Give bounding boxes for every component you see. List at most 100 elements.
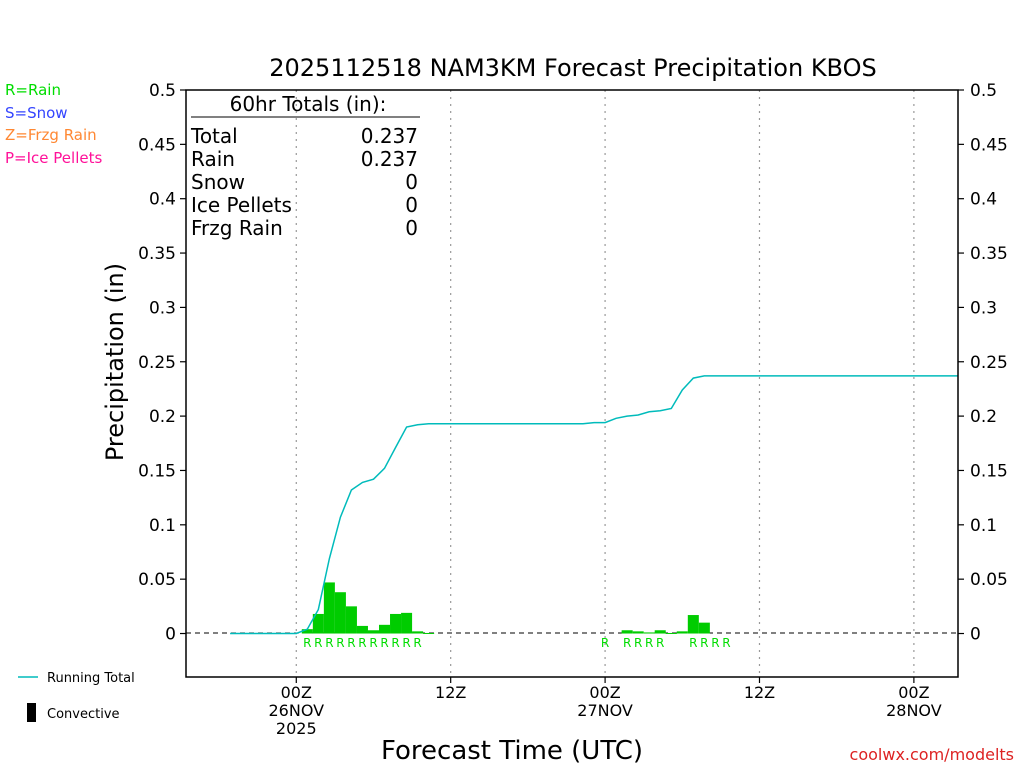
totals-value: 0.237 (361, 124, 418, 148)
ptype-marker: R (601, 636, 609, 650)
running-total-line (230, 375, 958, 635)
chart-title: 2025112518 NAM3KM Forecast Precipitation… (269, 54, 876, 82)
y-tick-label-right: 0.3 (970, 298, 997, 318)
y-tick-label-left: 0.1 (149, 516, 176, 536)
y-tick-label-right: 0.1 (970, 516, 997, 536)
y-axis-label: Precipitation (in) (101, 263, 129, 461)
totals-value: 0 (405, 170, 418, 194)
x-tick-label: 00Z (589, 683, 620, 702)
precip-bar (334, 592, 346, 634)
precip-bar (312, 613, 324, 634)
precip-bar (632, 631, 644, 634)
ptype-marker: R (347, 636, 355, 650)
ptype-marker: R (711, 636, 719, 650)
ptype-marker: R (634, 636, 642, 650)
totals-header: 60hr Totals (in): (230, 92, 387, 116)
credit-text: coolwx.com/modelts (850, 745, 1014, 764)
precip-bar (379, 624, 391, 634)
precip-bar (367, 630, 379, 634)
y-tick-label-left: 0.5 (149, 81, 176, 101)
totals-value: 0 (405, 216, 418, 240)
precip-bar (401, 612, 413, 634)
vertical-gridlines (295, 90, 915, 677)
ptype-marker: R (336, 636, 344, 650)
y-tick-label-right: 0.05 (970, 570, 1008, 590)
y-tick-label-right: 0.45 (970, 135, 1008, 155)
totals-label: Total (190, 124, 238, 148)
ptype-marker: R (325, 636, 333, 650)
y-tick-label-left: 0.45 (138, 135, 176, 155)
y-tick-label-right: 0.15 (970, 461, 1008, 481)
totals-label: Ice Pellets (191, 193, 292, 217)
precip-bar (356, 625, 368, 634)
x-tick-label: 12Z (744, 683, 775, 702)
x-axis-label: Forecast Time (UTC) (381, 736, 643, 766)
ptype-marker: R (722, 636, 730, 650)
ptype-marker: R (623, 636, 631, 650)
x-tick-label: 2025 (276, 719, 317, 738)
y-tick-label-right: 0.25 (970, 353, 1008, 373)
x-tick-label: 28NOV (886, 701, 942, 720)
legend-frzg-rain: Z=Frzg Rain (5, 126, 97, 144)
precip-bar (412, 631, 424, 634)
totals-label: Snow (191, 170, 245, 194)
convective-legend-swatch (27, 703, 36, 722)
legend-snow: S=Snow (5, 104, 68, 122)
precip-bar (676, 631, 688, 634)
precip-bar (423, 632, 435, 634)
ptype-marker: R (314, 636, 322, 650)
precip-bar (654, 630, 666, 634)
ptype-marker: R (369, 636, 377, 650)
ptype-marker: R (380, 636, 388, 650)
y-tick-label-left: 0.2 (149, 407, 176, 427)
ptype-marker: R (645, 636, 653, 650)
precip-bar (390, 613, 402, 634)
y-tick-label-right: 0.35 (970, 244, 1008, 264)
totals-label: Rain (191, 147, 235, 171)
ptype-marker: R (303, 636, 311, 650)
totals-value: 0 (405, 193, 418, 217)
y-tick-label-right: 0.2 (970, 407, 997, 427)
x-tick-label: 00Z (898, 683, 929, 702)
precip-bar (323, 582, 335, 634)
y-tick-label-right: 0 (970, 625, 981, 645)
precip-bar (665, 632, 677, 634)
y-tick-label-left: 0.25 (138, 353, 176, 373)
x-tick-label: 26NOV (268, 701, 324, 720)
precip-bar (621, 630, 633, 634)
plot-frame (185, 89, 959, 678)
totals-value: 0.237 (361, 147, 418, 171)
precip-bar (643, 632, 655, 634)
y-tick-label-left: 0.05 (138, 570, 176, 590)
y-tick-label-left: 0.4 (149, 190, 176, 210)
ptype-marker: R (413, 636, 421, 650)
precip-bar (301, 629, 313, 634)
ptype-marker: R (700, 636, 708, 650)
totals-label: Frzg Rain (191, 216, 283, 240)
ptype-marker: R (656, 636, 664, 650)
precip-bar (345, 606, 357, 634)
legend-rain: R=Rain (5, 81, 61, 99)
y-tick-label-left: 0.35 (138, 244, 176, 264)
convective-legend-label: Convective (47, 707, 120, 722)
totals-box: 60hr Totals (in): Total 0.237 Rain 0.237 Snow… (190, 92, 420, 240)
x-tick-label: 00Z (281, 683, 312, 702)
legend-ice-pellets: P=Ice Pellets (5, 149, 103, 167)
ptype-marker: R (402, 636, 410, 650)
y-tick-label-left: 0 (165, 625, 176, 645)
y-tick-label-left: 0.3 (149, 298, 176, 318)
x-tick-label: 27NOV (577, 701, 633, 720)
ptype-marker: R (689, 636, 697, 650)
y-tick-label-left: 0.15 (138, 461, 176, 481)
ptype-marker: R (358, 636, 366, 650)
hourly-precip-bars (301, 582, 710, 634)
x-tick-label: 12Z (435, 683, 466, 702)
ptype-marker: R (391, 636, 399, 650)
precip-bar (687, 615, 699, 634)
y-axis-ticks: 0 00.05 0.050.1 0.10.15 0.150.2 0.20.25 0.250.… (138, 81, 1008, 645)
y-tick-label-right: 0.5 (970, 81, 997, 101)
precip-bar (698, 622, 710, 634)
